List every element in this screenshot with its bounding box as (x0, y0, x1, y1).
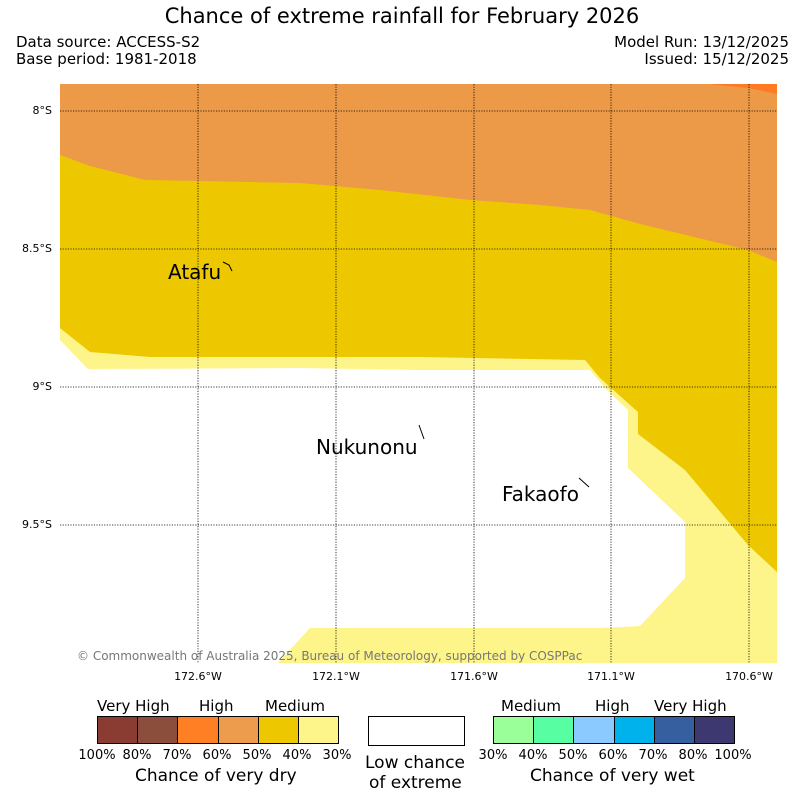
lat-label: 9°S (32, 380, 52, 393)
legend-swatch (614, 717, 655, 743)
legend-wet-bar (493, 716, 735, 744)
legend-dry-bar (97, 716, 339, 744)
island-marks (222, 261, 590, 488)
legend-swatch (694, 717, 735, 743)
place-nukunonu: Nukunonu (316, 435, 418, 459)
legend-swatch (178, 717, 219, 743)
legend-wet-high: High (595, 697, 630, 715)
lon-label: 172.1°W (312, 670, 360, 683)
region-dry-50-60 (60, 84, 777, 262)
legend-wet-very-high: Very High (654, 697, 727, 715)
copyright-notice: © Commonwealth of Australia 2025, Bureau… (77, 649, 583, 663)
region-dry-60-70 (708, 84, 777, 94)
legend-wet-title: Chance of very wet (530, 766, 695, 786)
legend-wet-tick: 70% (638, 748, 668, 763)
legend-dry-tick: 60% (202, 748, 232, 763)
lon-label: 171.6°W (450, 670, 498, 683)
legend-wet-tick: 50% (558, 748, 588, 763)
lat-label: 9.5°S (22, 518, 52, 531)
legend-dry-tick: 50% (242, 748, 272, 763)
lon-label: 170.6°W (725, 670, 773, 683)
legend-swatch (218, 717, 259, 743)
legend-dry-tick: 40% (282, 748, 312, 763)
base-period: Base period: 1981-2018 (16, 50, 197, 68)
legend-low-swatch (368, 716, 465, 746)
lon-label: 171.1°W (587, 670, 635, 683)
issued-date: Issued: 15/12/2025 (644, 50, 789, 68)
legend-swatch (138, 717, 179, 743)
model-run: Model Run: 13/12/2025 (614, 33, 789, 51)
legend-swatch (298, 717, 339, 743)
meta-left: Data source: ACCESS-S2 Base period: 1981… (16, 34, 200, 68)
fakaofo-island (578, 477, 590, 488)
place-atafu: Atafu (168, 260, 222, 284)
legend-dry-tick: 30% (322, 748, 352, 763)
legend-swatch (494, 717, 535, 743)
legend-dry-tick: 80% (122, 748, 152, 763)
legend-dry-tick: 70% (162, 748, 192, 763)
legend-wet-medium: Medium (501, 697, 561, 715)
legend-low-title-1: Low chance (365, 753, 465, 773)
data-source: Data source: ACCESS-S2 (16, 33, 201, 51)
legend-swatch (98, 717, 139, 743)
legend-swatch (574, 717, 615, 743)
legend-wet-tick: 100% (714, 748, 752, 763)
meta-right: Model Run: 13/12/2025 Issued: 15/12/2025 (614, 34, 789, 68)
legend-wet-tick: 60% (598, 748, 628, 763)
legend-dry-medium: Medium (265, 697, 325, 715)
place-fakaofo: Fakaofo (502, 482, 579, 506)
atafu-island (222, 261, 233, 272)
page-title: Chance of extreme rainfall for February … (164, 4, 640, 28)
legend-wet-tick: 80% (678, 748, 708, 763)
rainfall-map[interactable] (60, 84, 777, 663)
legend-wet-tick: 40% (518, 748, 548, 763)
legend-dry-tick: 100% (78, 748, 116, 763)
legend-dry-title: Chance of very dry (135, 766, 297, 786)
legend-low-title-2: of extreme (369, 773, 462, 793)
legend-wet-tick: 30% (478, 748, 508, 763)
legend-dry-very-high: Very High (97, 697, 170, 715)
lat-label: 8.5°S (22, 242, 52, 255)
lon-label: 172.6°W (174, 670, 222, 683)
nukunonu-island (418, 424, 425, 440)
legend-swatch (654, 717, 695, 743)
map-canvas (60, 84, 777, 663)
legend-swatch (258, 717, 299, 743)
legend-swatch (534, 717, 575, 743)
legend-dry-high: High (199, 697, 234, 715)
lat-label: 8°S (32, 104, 52, 117)
map-gridlines (60, 84, 777, 663)
